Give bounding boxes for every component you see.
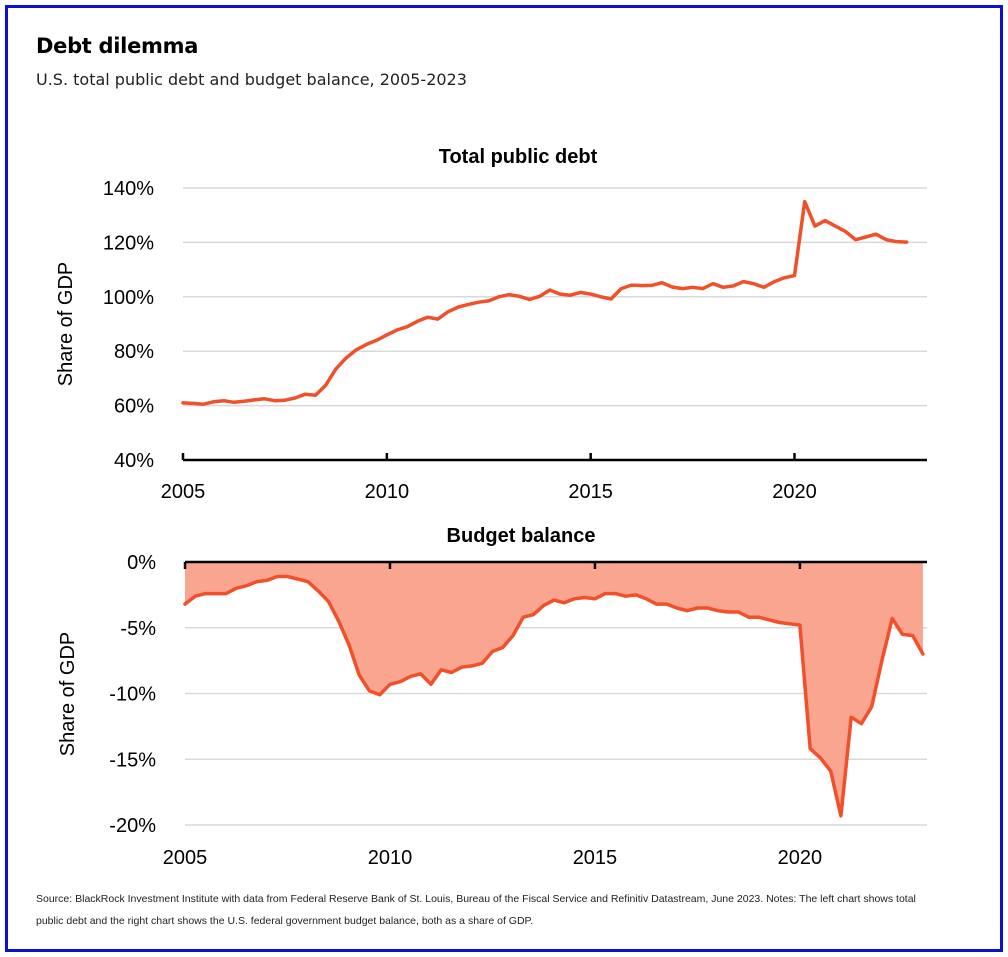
- x-tick-label: 2010: [368, 847, 413, 869]
- balance-y-axis-label: Share of GDP: [57, 632, 79, 757]
- y-tick-label: 0%: [127, 552, 156, 574]
- y-tick-label: 40%: [114, 450, 154, 472]
- x-tick-label: 2020: [778, 847, 823, 869]
- balance-chart: Budget balance 0% -5% -10% -15% -20% Share o…: [57, 525, 927, 869]
- x-tick-label: 2005: [161, 481, 206, 503]
- page-title: Debt dilemma: [36, 34, 199, 58]
- x-tick-label: 2010: [365, 481, 410, 503]
- y-tick-label: -5%: [120, 618, 156, 640]
- y-tick-label: -10%: [109, 684, 156, 706]
- x-tick-label: 2020: [772, 481, 817, 503]
- x-tick-label: 2015: [568, 481, 613, 503]
- y-tick-label: 140%: [103, 178, 154, 200]
- page-subtitle: U.S. total public debt and budget balanc…: [36, 70, 467, 89]
- y-tick-label: -15%: [109, 749, 156, 771]
- y-tick-label: 80%: [114, 341, 154, 363]
- debt-chart: Total public debt 40%60%80%100%120%140% …: [55, 146, 927, 503]
- debt-chart-title: Total public debt: [439, 146, 598, 168]
- area-fill: [185, 562, 923, 816]
- debt-y-axis-label: Share of GDP: [55, 262, 77, 387]
- source-note: Source: BlackRock Investment Institute w…: [36, 893, 916, 927]
- series-line: [183, 574, 925, 818]
- y-tick-label: -20%: [109, 815, 156, 837]
- y-tick-label: 120%: [103, 232, 154, 254]
- x-tick-label: 2015: [573, 847, 618, 869]
- y-tick-label: 100%: [103, 287, 154, 309]
- series-line: [181, 199, 909, 406]
- balance-chart-title: Budget balance: [447, 525, 596, 547]
- y-tick-label: 60%: [114, 396, 154, 418]
- x-tick-label: 2005: [163, 847, 208, 869]
